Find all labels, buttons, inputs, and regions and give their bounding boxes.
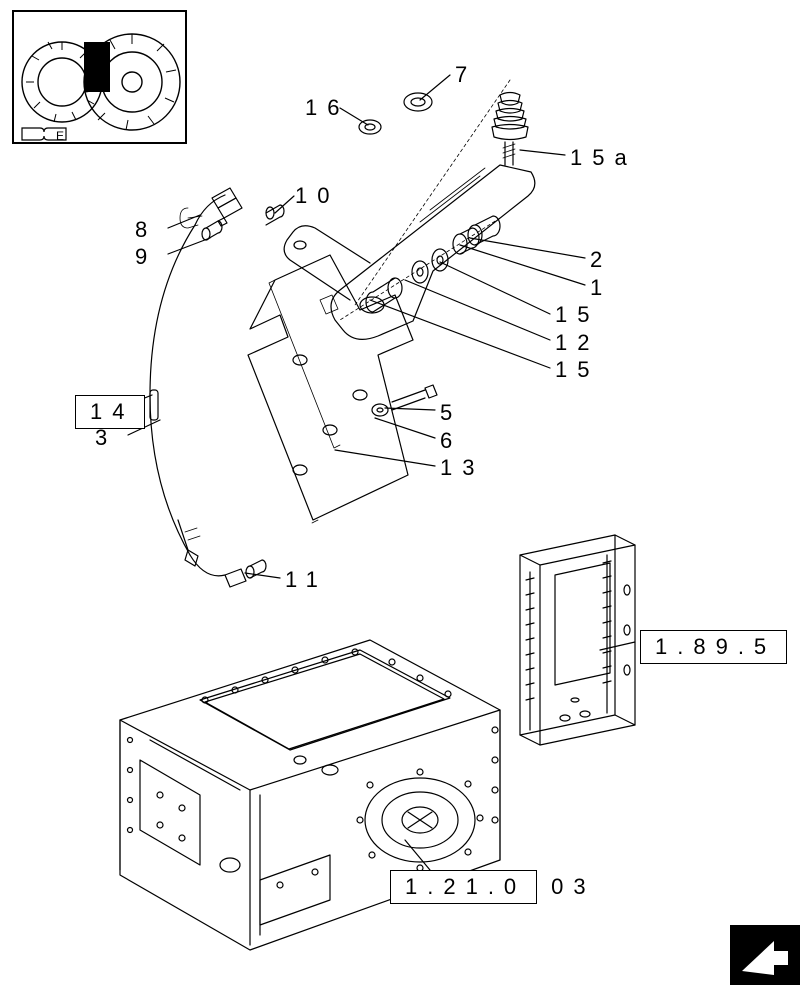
- callout-15a: 15: [555, 302, 599, 328]
- callout-6: 7: [455, 62, 477, 88]
- ref-1-21-0-trailing: 03: [551, 874, 595, 900]
- callout-11: 12: [555, 330, 599, 356]
- page: E 7 16 15a 10 8 9 2 1 15 12 15 5 6 13 3 …: [0, 0, 812, 1000]
- callout-16: 16: [305, 95, 349, 121]
- callout-10: 11: [285, 567, 328, 593]
- ref-1-89-5: 1.89.5: [640, 630, 787, 664]
- callout-4: 5: [440, 400, 462, 426]
- callout-15b: 15: [555, 357, 599, 383]
- callout-7: 8: [135, 217, 157, 243]
- callout-1: 1: [590, 275, 612, 301]
- callout-9: 10: [295, 183, 339, 209]
- svg-text:E: E: [56, 129, 64, 143]
- callout-8: 9: [135, 244, 157, 270]
- ref-14: 14: [75, 395, 145, 429]
- callout-5: 6: [440, 428, 462, 454]
- ref-1-21-0-group: 1.21.0 03: [390, 870, 596, 904]
- callout-12: 13: [440, 455, 484, 481]
- locator-inset: E: [12, 10, 187, 144]
- exploded-view-drawing: [0, 0, 812, 1000]
- ref-1-21-0: 1.21.0: [390, 870, 537, 904]
- next-page-icon[interactable]: [730, 925, 800, 985]
- callout-2: 2: [590, 247, 612, 273]
- callout-13: 15a: [570, 145, 637, 171]
